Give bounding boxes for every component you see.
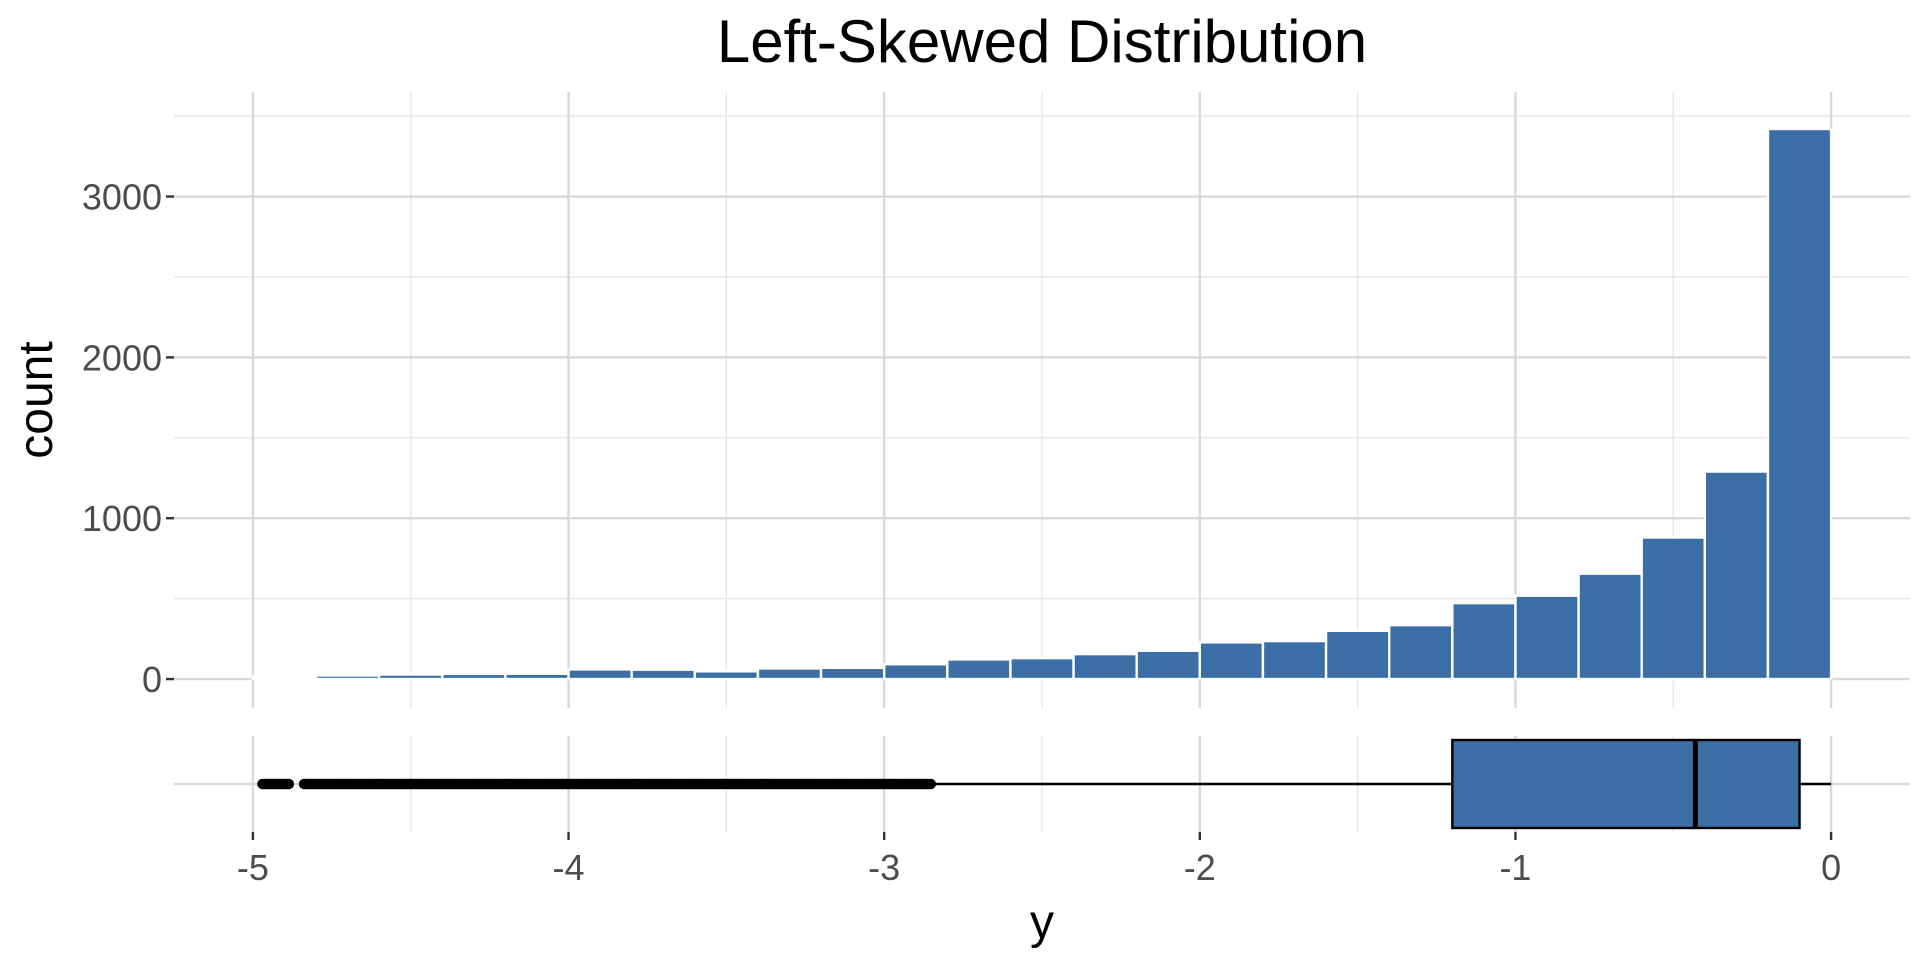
x-tick-label: -5 bbox=[237, 847, 269, 888]
boxplot-outliers bbox=[257, 778, 937, 790]
histogram-bar bbox=[1640, 536, 1707, 681]
chart-title: Left-Skewed Distribution bbox=[717, 8, 1367, 75]
outlier-point bbox=[283, 778, 295, 790]
x-tick-label: -2 bbox=[1184, 847, 1216, 888]
histogram-bar bbox=[756, 667, 823, 681]
histogram-bar bbox=[819, 666, 886, 681]
histogram-bar bbox=[251, 675, 318, 681]
histogram-bar bbox=[1577, 572, 1643, 681]
histogram-bar bbox=[1514, 594, 1580, 681]
histogram-bar bbox=[314, 674, 381, 681]
histogram-bar bbox=[946, 658, 1012, 681]
histogram-bar bbox=[504, 672, 570, 681]
y-tick-label: 0 bbox=[142, 659, 162, 700]
histogram-bar bbox=[1135, 649, 1202, 681]
x-tick-label: -1 bbox=[1499, 847, 1531, 888]
histogram-bar bbox=[693, 670, 760, 681]
x-tick-label: -4 bbox=[553, 847, 585, 888]
histogram-bar bbox=[1387, 623, 1454, 681]
outlier-point bbox=[925, 778, 937, 790]
histogram-panel: 0 1000 2000 3000 bbox=[82, 92, 1910, 708]
histogram-bar bbox=[1072, 652, 1138, 681]
boxplot-box bbox=[1451, 738, 1801, 830]
y-tick-label: 1000 bbox=[82, 498, 162, 539]
histogram-y-axis: 0 1000 2000 3000 bbox=[82, 177, 174, 700]
histogram-bar bbox=[1766, 127, 1833, 681]
histogram-bar bbox=[882, 663, 949, 681]
histogram-bar bbox=[1451, 601, 1517, 681]
histogram-bar bbox=[1009, 656, 1075, 681]
y-tick-label: 2000 bbox=[82, 337, 162, 378]
histogram-bar bbox=[567, 668, 633, 681]
histogram-bar bbox=[630, 668, 697, 681]
histogram-bar bbox=[1261, 639, 1328, 681]
y-axis-title: count bbox=[10, 341, 63, 458]
histogram-bar bbox=[377, 673, 444, 681]
x-tick-label: 0 bbox=[1821, 847, 1841, 888]
histogram-bar bbox=[1703, 470, 1770, 681]
boxplot-x-axis: -5 -4 -3 -2 -1 0 bbox=[237, 832, 1841, 888]
histogram-bar bbox=[1198, 641, 1265, 681]
histogram-bar bbox=[1324, 629, 1391, 681]
y-tick-label: 3000 bbox=[82, 177, 162, 218]
histogram-bar bbox=[441, 672, 507, 681]
boxplot-panel: -5 -4 -3 -2 -1 0 bbox=[174, 736, 1910, 888]
x-tick-label: -3 bbox=[868, 847, 900, 888]
histogram-bars bbox=[251, 127, 1833, 681]
x-axis-title: y bbox=[1030, 896, 1054, 949]
